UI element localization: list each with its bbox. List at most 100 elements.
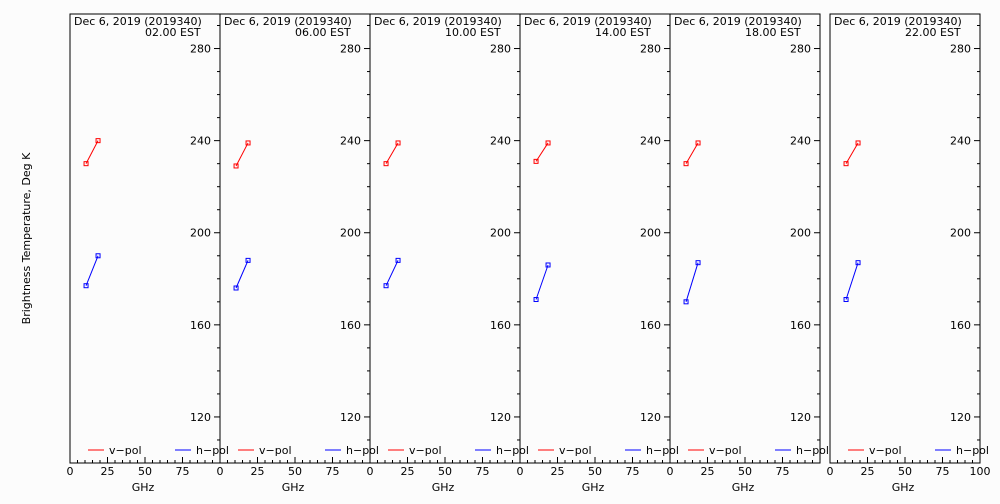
x-axis-label-1: GHz (282, 481, 305, 494)
data-point-h-pol-2-0 (383, 283, 389, 289)
y-tick-label-0-3: 240 (190, 135, 211, 148)
legend-label-h-pol-4: h−pol (796, 444, 829, 457)
y-tick-label-3-0: 120 (640, 411, 661, 424)
panel-date-1: Dec 6, 2019 (2019340) (224, 15, 352, 28)
data-point-v-pol-0-0 (83, 161, 89, 167)
x-axis-label-4: GHz (732, 481, 755, 494)
legend-label-h-pol-0: h−pol (196, 444, 229, 457)
y-tick-label-0-2: 200 (190, 227, 211, 240)
x-tick-label-4-0: 0 (667, 465, 674, 478)
y-tick-label-2-2: 200 (490, 227, 511, 240)
y-tick-label-1-1: 160 (340, 319, 361, 332)
legend-label-v-pol-2: v−pol (409, 444, 442, 457)
y-tick-label-4-2: 200 (790, 227, 811, 240)
panel-time-1: 06.00 EST (295, 26, 351, 39)
x-tick-label-4-2: 50 (738, 465, 752, 478)
legend-label-v-pol-0: v−pol (109, 444, 142, 457)
y-tick-label-1-2: 200 (340, 227, 361, 240)
data-point-h-pol-0-0 (83, 283, 89, 289)
x-tick-label-5-1: 25 (861, 465, 875, 478)
data-point-h-pol-5-0 (843, 297, 849, 303)
data-point-v-pol-3-0 (533, 158, 539, 164)
legend-label-h-pol-1: h−pol (346, 444, 379, 457)
data-point-h-pol-2-1 (395, 257, 401, 263)
x-tick-label-1-0: 0 (217, 465, 224, 478)
data-point-h-pol-1-1 (245, 257, 251, 263)
x-tick-label-0-2: 50 (138, 465, 152, 478)
series-line-h-pol-2 (385, 260, 399, 286)
legend-label-h-pol-3: h−pol (646, 444, 679, 457)
series-line-v-pol-1 (235, 142, 249, 167)
legend-label-v-pol-3: v−pol (559, 444, 592, 457)
x-tick-label-0-1: 25 (101, 465, 115, 478)
series-line-h-pol-5 (845, 262, 859, 300)
x-tick-label-3-1: 25 (551, 465, 565, 478)
y-tick-label-0-0: 120 (190, 411, 211, 424)
x-tick-label-1-1: 25 (251, 465, 265, 478)
legend-label-h-pol-2: h−pol (496, 444, 529, 457)
panel-time-2: 10.00 EST (445, 26, 501, 39)
x-axis-label-2: GHz (432, 481, 455, 494)
panel-date-3: Dec 6, 2019 (2019340) (524, 15, 652, 28)
x-tick-label-2-3: 75 (476, 465, 490, 478)
data-point-h-pol-3-1 (545, 262, 551, 268)
y-tick-label-5-4: 280 (950, 43, 971, 56)
y-tick-label-4-0: 120 (790, 411, 811, 424)
y-tick-label-2-0: 120 (490, 411, 511, 424)
x-tick-label-5-4: 100 (970, 465, 991, 478)
data-point-h-pol-4-0 (683, 299, 689, 305)
data-point-v-pol-1-1 (245, 140, 251, 146)
data-point-v-pol-5-1 (855, 140, 861, 146)
y-tick-label-5-2: 200 (950, 227, 971, 240)
y-tick-label-0-1: 160 (190, 319, 211, 332)
y-tick-label-1-3: 240 (340, 135, 361, 148)
y-tick-label-5-0: 120 (950, 411, 971, 424)
x-tick-label-5-2: 50 (898, 465, 912, 478)
series-line-h-pol-0 (85, 255, 99, 286)
y-tick-label-3-3: 240 (640, 135, 661, 148)
y-tick-label-2-3: 240 (490, 135, 511, 148)
y-tick-label-2-1: 160 (490, 319, 511, 332)
series-line-v-pol-0 (85, 140, 99, 164)
x-tick-label-4-1: 25 (701, 465, 715, 478)
panel-time-5: 22.00 EST (905, 26, 961, 39)
series-line-h-pol-4 (685, 262, 699, 302)
x-axis-label-3: GHz (582, 481, 605, 494)
y-tick-label-1-4: 280 (340, 43, 361, 56)
x-tick-label-1-3: 75 (326, 465, 340, 478)
data-point-v-pol-5-0 (843, 161, 849, 167)
legend-label-v-pol-5: v−pol (869, 444, 902, 457)
y-tick-label-4-4: 280 (790, 43, 811, 56)
series-line-h-pol-1 (235, 260, 249, 289)
legend-label-v-pol-1: v−pol (259, 444, 292, 457)
data-point-h-pol-5-1 (855, 260, 861, 266)
y-tick-label-5-3: 240 (950, 135, 971, 148)
y-axis-label: Brightness Temperature, Deg K (20, 152, 33, 324)
y-tick-label-3-4: 280 (640, 43, 661, 56)
data-point-v-pol-1-0 (233, 163, 239, 169)
x-axis-label-5: GHz (892, 481, 915, 494)
panel-date-4: Dec 6, 2019 (2019340) (674, 15, 802, 28)
x-tick-label-0-3: 75 (176, 465, 190, 478)
x-tick-label-2-2: 50 (438, 465, 452, 478)
x-tick-label-2-1: 25 (401, 465, 415, 478)
legend-label-h-pol-5: h−pol (956, 444, 989, 457)
series-line-h-pol-3 (535, 264, 549, 300)
data-point-h-pol-0-1 (95, 253, 101, 259)
panel-time-0: 02.00 EST (145, 26, 201, 39)
x-tick-label-1-2: 50 (288, 465, 302, 478)
series-line-v-pol-3 (535, 142, 549, 162)
y-tick-label-0-4: 280 (190, 43, 211, 56)
data-point-v-pol-4-0 (683, 161, 689, 167)
panel-date-5: Dec 6, 2019 (2019340) (834, 15, 962, 28)
x-tick-label-3-3: 75 (626, 465, 640, 478)
panel-date-2: Dec 6, 2019 (2019340) (374, 15, 502, 28)
data-point-v-pol-2-1 (395, 140, 401, 146)
series-line-v-pol-2 (385, 142, 399, 164)
legend-label-v-pol-4: v−pol (709, 444, 742, 457)
x-tick-label-5-0: 0 (827, 465, 834, 478)
data-point-h-pol-3-0 (533, 297, 539, 303)
data-point-v-pol-0-1 (95, 138, 101, 144)
x-tick-label-0-0: 0 (67, 465, 74, 478)
